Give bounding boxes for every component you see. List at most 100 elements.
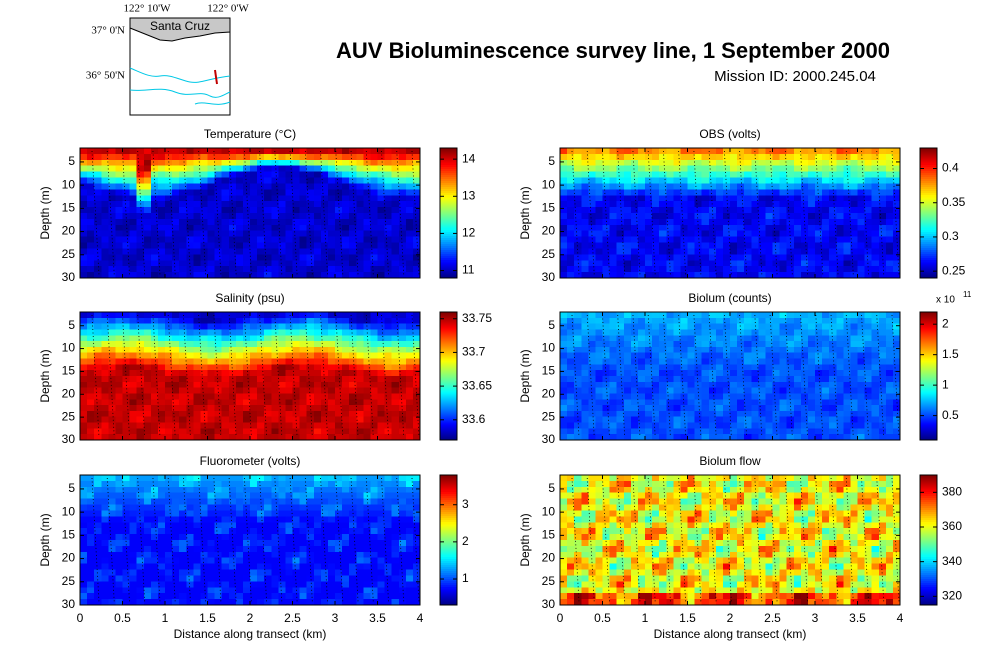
heatmap-cell [356,195,364,202]
heatmap-cell [285,189,293,196]
colorbar-tick-label: 14 [462,151,476,165]
heatmap-cell [221,323,230,330]
heatmap-cell [595,218,603,226]
heatmap-cell [637,165,646,173]
heatmap-cell [136,153,145,161]
heatmap-cell [405,405,414,412]
heatmap-cell [398,148,407,155]
heatmap-cell [207,218,216,226]
colorbar-step [920,428,937,431]
heatmap-cell [356,266,364,273]
heatmap-cell [645,224,653,232]
heatmap-cell [179,218,187,226]
heatmap-cell [800,346,809,354]
y-tick-label: 10 [542,341,556,355]
heatmap-cell [363,171,371,179]
heatmap-cell [292,341,301,348]
heatmap-cell [228,171,237,179]
heatmap-cell [701,422,710,429]
heatmap-cell [730,171,738,179]
heatmap-cell [320,248,329,255]
heatmap-cell [800,410,809,418]
heatmap-cell [602,177,611,184]
heatmap-cell [871,370,880,377]
heatmap-cell [630,323,639,330]
auv-track [861,314,869,438]
heatmap-cell [708,195,717,202]
heatmap-cell [157,177,166,184]
heatmap-cell [179,312,187,319]
heatmap-cell [701,370,710,377]
heatmap-cell [207,358,216,365]
heatmap-cell [786,213,795,220]
heatmap-cell [574,352,582,360]
heatmap-cell [150,323,159,330]
heatmap-cell [179,201,187,208]
heatmap-cell [179,323,187,330]
heatmap-cell [342,189,350,196]
heatmap-cell [694,201,703,208]
heatmap-cell [630,352,639,360]
heatmap-cell [377,329,386,336]
heatmap-cell [122,148,131,155]
heatmap-cell [101,475,109,482]
colorbar-step [920,402,937,405]
heatmap-cell [885,201,894,208]
heatmap-cell [320,352,329,360]
heatmap-cell [356,399,364,406]
heatmap-cell [101,260,109,267]
heatmap-cell [271,242,279,249]
y-tick-label: 20 [542,224,556,238]
heatmap-cell [595,171,603,179]
heatmap-cell [687,159,696,167]
heatmap-cell [659,266,667,273]
heatmap-cell [730,236,738,244]
heatmap-cell [829,236,837,244]
heatmap-cell [115,575,123,582]
heatmap-cell [250,416,258,424]
heatmap-cell [221,422,230,429]
heatmap-cell [560,416,568,424]
heatmap-cell [186,323,194,330]
heatmap-cell [157,410,166,418]
colorbar [440,148,457,279]
heatmap-cell [412,266,421,273]
heatmap-cell [235,230,244,238]
heatmap-cell [271,341,279,348]
heatmap-cell [278,312,286,319]
heatmap-cell [221,346,230,354]
heatmap-cell [822,416,830,424]
heatmap-cell [701,410,710,418]
heatmap-cell [829,323,837,330]
heatmap-cell [772,171,781,179]
heatmap-cell [398,381,407,389]
heatmap-cell [327,370,336,377]
heatmap-cell [299,358,308,365]
heatmap-cell [87,153,95,161]
heatmap-cell [751,272,759,279]
colorbar-step [920,170,937,173]
heatmap-cell [271,381,279,389]
heatmap-cell [157,230,166,238]
heatmap-cell [800,254,809,261]
heatmap-cell [80,410,88,418]
colorbar-step [440,219,457,222]
heatmap-cell [560,224,568,232]
heatmap-cell [179,341,187,348]
heatmap-cell [786,416,795,424]
heatmap-cell [659,201,667,208]
heatmap-cell [108,422,116,429]
heatmap-cell [843,153,851,161]
heatmap-cell [306,352,315,360]
colorbar-step [920,213,937,216]
heatmap-cell [257,405,265,412]
heatmap-cell [680,218,688,226]
heatmap-cell [779,159,788,167]
heatmap [560,312,901,441]
heatmap-cell [588,159,596,167]
heatmap-cell [793,248,802,255]
heatmap-cell [327,352,336,360]
colorbar-step [920,394,937,397]
heatmap-cell [306,153,315,161]
heatmap-cell [94,236,102,244]
